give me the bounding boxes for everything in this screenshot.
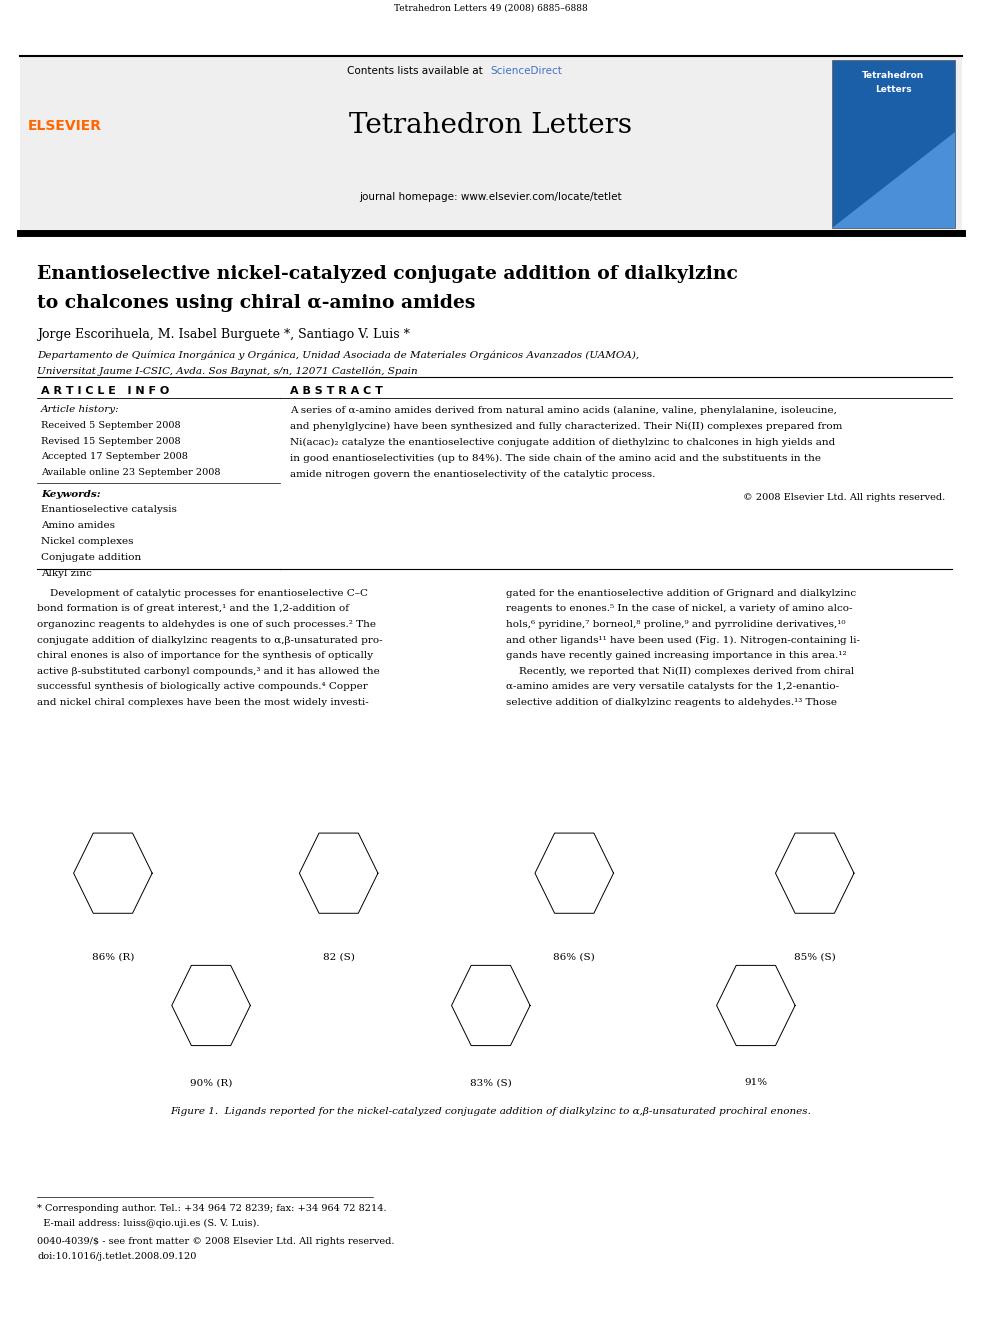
Text: reagents to enones.⁵ In the case of nickel, a variety of amino alco-: reagents to enones.⁵ In the case of nick… <box>506 605 852 614</box>
Text: 85% (S): 85% (S) <box>794 953 835 962</box>
Text: A series of α-amino amides derived from natural amino acids (alanine, valine, ph: A series of α-amino amides derived from … <box>290 406 836 415</box>
Text: gated for the enantioselective addition of Grignard and dialkylzinc: gated for the enantioselective addition … <box>506 589 856 598</box>
Text: selective addition of dialkylzinc reagents to aldehydes.¹³ Those: selective addition of dialkylzinc reagen… <box>506 699 836 706</box>
Text: E-mail address: luiss@qio.uji.es (S. V. Luis).: E-mail address: luiss@qio.uji.es (S. V. … <box>38 1218 260 1228</box>
Text: 90% (R): 90% (R) <box>189 1078 232 1088</box>
Text: Article history:: Article history: <box>42 405 120 414</box>
Text: successful synthesis of biologically active compounds.⁴ Copper: successful synthesis of biologically act… <box>38 683 368 692</box>
Text: and phenylglycine) have been synthesized and fully characterized. Their Ni(II) c: and phenylglycine) have been synthesized… <box>290 422 842 431</box>
Text: 91%: 91% <box>744 1078 768 1088</box>
Text: in good enantioselectivities (up to 84%). The side chain of the amino acid and t: in good enantioselectivities (up to 84%)… <box>290 454 820 463</box>
Text: α-amino amides are very versatile catalysts for the 1,2-enantio-: α-amino amides are very versatile cataly… <box>506 683 838 692</box>
Text: 86% (R): 86% (R) <box>91 953 134 962</box>
Text: 86% (S): 86% (S) <box>554 953 595 962</box>
Text: ELSEVIER: ELSEVIER <box>28 119 101 134</box>
Text: 83% (S): 83% (S) <box>470 1078 512 1088</box>
Text: * Corresponding author. Tel.: +34 964 72 8239; fax: +34 964 72 8214.: * Corresponding author. Tel.: +34 964 72… <box>38 1204 387 1213</box>
Text: Enantioselective nickel-catalyzed conjugate addition of dialkylzinc: Enantioselective nickel-catalyzed conjug… <box>38 265 738 283</box>
Text: to chalcones using chiral α-amino amides: to chalcones using chiral α-amino amides <box>38 294 476 312</box>
Text: Nickel complexes: Nickel complexes <box>42 537 134 546</box>
Bar <box>832 60 955 228</box>
Text: organozinc reagents to aldehydes is one of such processes.² The: organozinc reagents to aldehydes is one … <box>38 620 376 628</box>
Text: journal homepage: www.elsevier.com/locate/tetlet: journal homepage: www.elsevier.com/locat… <box>359 192 622 202</box>
Text: Contents lists available at: Contents lists available at <box>347 66 486 77</box>
Text: hols,⁶ pyridine,⁷ borneol,⁸ proline,⁹ and pyrrolidine derivatives,¹⁰: hols,⁶ pyridine,⁷ borneol,⁸ proline,⁹ an… <box>506 620 845 628</box>
Text: doi:10.1016/j.tetlet.2008.09.120: doi:10.1016/j.tetlet.2008.09.120 <box>38 1252 196 1261</box>
Text: chiral enones is also of importance for the synthesis of optically: chiral enones is also of importance for … <box>38 651 373 660</box>
Text: ScienceDirect: ScienceDirect <box>491 66 562 77</box>
Text: Development of catalytic processes for enantioselective C–C: Development of catalytic processes for e… <box>38 589 368 598</box>
Text: Ni(acac)₂ catalyze the enantioselective conjugate addition of diethylzinc to cha: Ni(acac)₂ catalyze the enantioselective … <box>290 438 835 447</box>
Text: and other ligands¹¹ have been used (Fig. 1). Nitrogen-containing li-: and other ligands¹¹ have been used (Fig.… <box>506 635 859 644</box>
Text: Tetrahedron Letters 49 (2008) 6885–6888: Tetrahedron Letters 49 (2008) 6885–6888 <box>394 3 587 12</box>
Text: Jorge Escorihuela, M. Isabel Burguete *, Santiago V. Luis *: Jorge Escorihuela, M. Isabel Burguete *,… <box>38 328 410 341</box>
Text: Accepted 17 September 2008: Accepted 17 September 2008 <box>42 452 188 462</box>
Text: © 2008 Elsevier Ltd. All rights reserved.: © 2008 Elsevier Ltd. All rights reserved… <box>743 493 945 503</box>
Text: amide nitrogen govern the enantioselectivity of the catalytic process.: amide nitrogen govern the enantioselecti… <box>290 470 655 479</box>
Text: Conjugate addition: Conjugate addition <box>42 553 142 562</box>
Text: Recently, we reported that Ni(II) complexes derived from chiral: Recently, we reported that Ni(II) comple… <box>506 667 854 676</box>
Text: Enantioselective catalysis: Enantioselective catalysis <box>42 505 178 515</box>
Text: and nickel chiral complexes have been the most widely investi-: and nickel chiral complexes have been th… <box>38 699 369 706</box>
Text: 0040-4039/$ - see front matter © 2008 Elsevier Ltd. All rights reserved.: 0040-4039/$ - see front matter © 2008 El… <box>38 1237 395 1246</box>
Polygon shape <box>832 132 955 228</box>
Text: conjugate addition of dialkylzinc reagents to α,β-unsaturated pro-: conjugate addition of dialkylzinc reagen… <box>38 635 383 644</box>
Text: Universitat Jaume I-CSIC, Avda. Sos Baynat, s/n, 12071 Castellón, Spain: Universitat Jaume I-CSIC, Avda. Sos Bayn… <box>38 366 418 376</box>
Text: Amino amides: Amino amides <box>42 521 115 531</box>
Text: Received 5 September 2008: Received 5 September 2008 <box>42 421 181 430</box>
Text: Tetrahedron: Tetrahedron <box>862 71 925 81</box>
Text: Keywords:: Keywords: <box>42 490 101 499</box>
Text: bond formation is of great interest,¹ and the 1,2-addition of: bond formation is of great interest,¹ an… <box>38 605 349 614</box>
Text: A R T I C L E   I N F O: A R T I C L E I N F O <box>42 386 170 397</box>
Text: Revised 15 September 2008: Revised 15 September 2008 <box>42 437 181 446</box>
Text: Tetrahedron Letters: Tetrahedron Letters <box>349 112 632 139</box>
Text: Available online 23 September 2008: Available online 23 September 2008 <box>42 468 221 478</box>
Text: Departamento de Química Inorgánica y Orgánica, Unidad Asociada de Materiales Org: Departamento de Química Inorgánica y Org… <box>38 351 640 360</box>
Bar <box>20 56 962 232</box>
Text: Letters: Letters <box>875 85 912 94</box>
Text: A B S T R A C T: A B S T R A C T <box>290 386 383 397</box>
Text: gands have recently gained increasing importance in this area.¹²: gands have recently gained increasing im… <box>506 651 846 660</box>
Text: 82 (S): 82 (S) <box>322 953 354 962</box>
Text: Alkyl zinc: Alkyl zinc <box>42 569 92 578</box>
Text: Figure 1.  Ligands reported for the nickel-catalyzed conjugate addition of dialk: Figure 1. Ligands reported for the nicke… <box>171 1107 811 1117</box>
Text: active β-substituted carbonyl compounds,³ and it has allowed the: active β-substituted carbonyl compounds,… <box>38 667 380 676</box>
